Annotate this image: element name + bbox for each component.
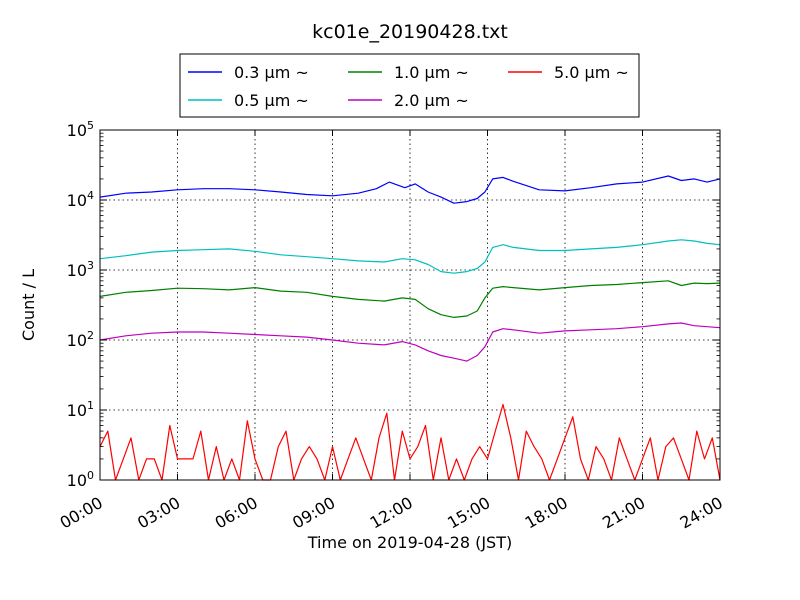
y-tick-label: 105 [67,119,94,140]
legend-items: 0.3 μm ~ 0.5 μm ~ 1.0 μm ~ 2.0 μm ~ 5.0 μm ~ [188,63,629,110]
legend-label-5-0um: 5.0 μm ~ [554,63,629,82]
series-line-2-0um [99,322,721,362]
legend-label-0-3um: 0.3 μm ~ [234,63,309,82]
series-line-0-5um [99,239,721,274]
y-axis-ticks: 100 101 102 103 104 105 [67,119,720,490]
y-tick-label: 103 [67,259,94,280]
legend: 0.3 μm ~ 0.5 μm ~ 1.0 μm ~ 2.0 μm ~ 5.0 μm ~ [179,53,640,118]
chart-title: kc01e_20190428.txt [312,21,508,43]
legend-frame [179,53,640,118]
y-tick-label: 100 [67,469,94,490]
y-axis-label: Count / L [19,269,38,341]
y-tick-label: 101 [67,399,94,420]
series-line-1-0um [99,280,721,318]
series-line-5-0um [99,403,721,481]
y-tick-label: 102 [67,329,94,350]
legend-label-0-5um: 0.5 μm ~ [234,91,309,110]
legend-label-1-0um: 1.0 μm ~ [394,63,469,82]
series-line-0-3um [99,175,721,204]
x-axis-label: Time on 2019-04-28 (JST) [307,533,512,552]
legend-label-2-0um: 2.0 μm ~ [394,91,469,110]
series-lines [99,175,721,481]
y-tick-label: 104 [67,189,94,210]
